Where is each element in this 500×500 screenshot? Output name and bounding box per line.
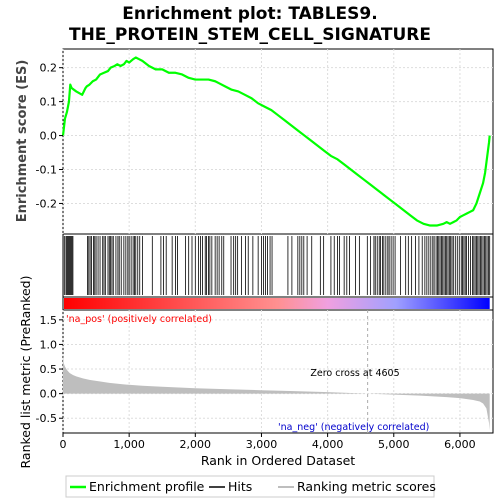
hit-marks (63, 236, 491, 295)
es-tick-label: 0.2 (40, 62, 58, 75)
legend-metric-label: Ranking metric scores (297, 479, 436, 494)
x-tick-label: 4,000 (312, 438, 344, 451)
legend (65, 475, 435, 498)
es-tick-label: -0.1 (36, 164, 57, 177)
neg-label: 'na_neg' (negatively correlated) (278, 422, 429, 433)
x-tick-label: 2,000 (180, 438, 212, 451)
es-grid (62, 49, 493, 234)
metric-area (63, 354, 490, 431)
es-line-group (61, 56, 491, 227)
metric-tick-label: 0.0 (40, 388, 58, 401)
legend-hits-label: Hits (228, 479, 252, 494)
pos-label: 'na_pos' (positively correlated) (66, 314, 212, 325)
metric-ticks: 1.5 1.0 0.5 0.0 -0.5 (36, 314, 63, 425)
x-ticks: 0 1,000 2,000 3,000 4,000 5,000 6,000 (60, 433, 476, 451)
es-tick-label: 0.0 (40, 130, 58, 143)
x-tick-label: 6,000 (444, 438, 476, 451)
metric-tick-label: 0.5 (40, 363, 58, 376)
legend-es-label: Enrichment profile (89, 479, 205, 494)
metric-tick-label: 1.5 (40, 314, 58, 327)
metric-panel (62, 309, 494, 434)
es-tick-label: -0.2 (36, 197, 57, 210)
chart-title-line1: Enrichment plot: TABLES9. (122, 4, 377, 24)
metric-area-path (63, 354, 490, 431)
x-tick-label: 1,000 (113, 438, 145, 451)
x-tick-label: 3,000 (246, 438, 278, 451)
metric-ylabel: Ranked list metric (PreRanked) (18, 276, 33, 469)
x-tick-label: 5,000 (378, 438, 410, 451)
x-axis-label: Rank in Ordered Dataset (201, 453, 355, 468)
metric-tick-label: 1.0 (40, 338, 58, 351)
es-ylabel: Enrichment score (ES) (15, 60, 30, 223)
es-line (61, 56, 491, 227)
colorbar-rect (64, 298, 490, 309)
es-ticks: 0.2 0.1 0.0 -0.1 -0.2 (36, 62, 63, 210)
es-tick-label: 0.1 (40, 96, 58, 109)
x-tick-label: 0 (60, 438, 67, 451)
chart-title-line2: THE_PROTEIN_STEM_CELL_SIGNATURE (69, 25, 431, 45)
es-panel (62, 48, 494, 235)
zero-cross-label: Zero cross at 4605 (310, 368, 399, 379)
colorbar (64, 298, 490, 309)
metric-tick-label: -0.5 (36, 412, 57, 425)
